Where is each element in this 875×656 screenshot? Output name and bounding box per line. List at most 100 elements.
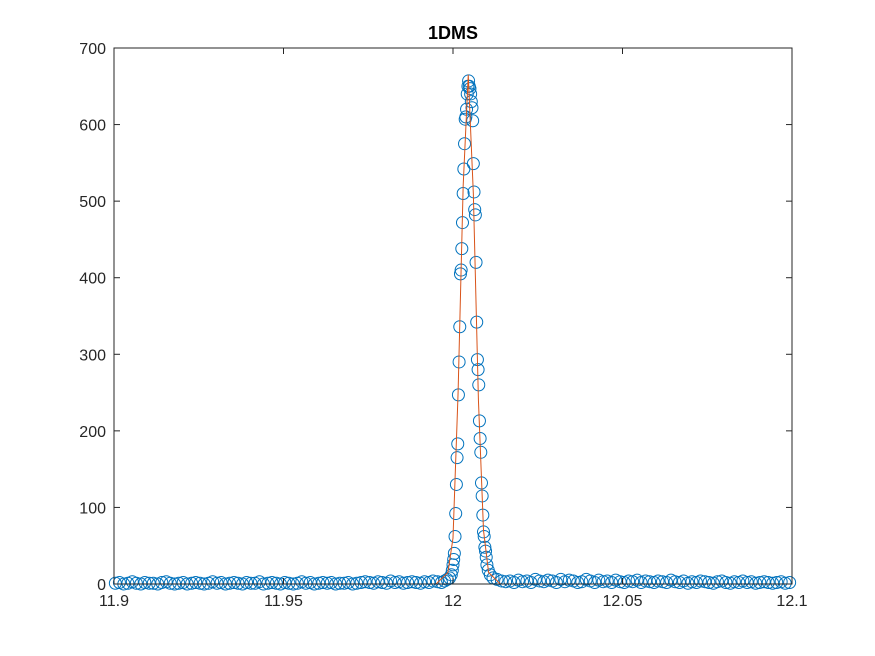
data-point [571, 575, 585, 589]
data-point [447, 553, 461, 566]
data-point [227, 575, 241, 589]
data-point [698, 575, 712, 589]
data-point [727, 575, 741, 589]
data-point [702, 575, 716, 589]
data-point [142, 576, 156, 590]
data-point [409, 575, 423, 589]
data-point [464, 87, 478, 101]
data-point [630, 573, 644, 587]
y-tick-label: 0 [97, 577, 106, 594]
data-point [337, 576, 351, 590]
x-axis: 11.9 11.95 12 12.05 12.1 [99, 48, 808, 610]
data-point [371, 575, 385, 589]
data-point [693, 574, 707, 588]
data-point [685, 575, 699, 589]
data-point [405, 575, 419, 589]
data-point [172, 576, 186, 590]
x-tick-label: 11.9 [99, 593, 129, 610]
data-point [189, 575, 203, 589]
data-point [483, 568, 497, 582]
data-point [463, 82, 477, 96]
data-point [244, 576, 258, 590]
data-point [354, 575, 368, 589]
data-point [710, 575, 724, 589]
data-point [472, 378, 486, 392]
data-point [477, 530, 491, 544]
data-point [418, 575, 432, 589]
data-point [397, 576, 411, 590]
y-axis: 0 100 200 300 400 500 600 700 [79, 41, 792, 594]
y-tick-label: 200 [79, 424, 106, 441]
data-point [261, 576, 275, 590]
data-point [468, 203, 482, 217]
data-point [185, 576, 199, 590]
data-point [783, 575, 797, 589]
y-tick-label: 600 [79, 118, 106, 135]
data-point [445, 563, 459, 577]
data-point [740, 575, 754, 589]
data-point [449, 507, 463, 521]
data-point [231, 576, 245, 590]
data-point [430, 575, 444, 589]
data-point [350, 576, 364, 590]
data-point [278, 575, 292, 589]
x-tick-label: 12.1 [776, 593, 807, 610]
data-point [719, 575, 733, 589]
data-point [316, 575, 330, 589]
data-point [223, 576, 237, 590]
data-point [605, 575, 619, 589]
data-point [299, 576, 313, 590]
x-tick-label: 11.95 [264, 593, 303, 610]
data-point [380, 576, 394, 590]
data-point [524, 575, 538, 589]
data-point [466, 114, 480, 128]
data-point [252, 575, 266, 589]
data-point [465, 101, 479, 115]
data-point [468, 208, 482, 222]
data-point [448, 530, 462, 544]
data-point [240, 575, 254, 589]
data-point [451, 437, 465, 451]
data-point [163, 576, 177, 590]
data-point [450, 451, 464, 465]
x-tick-label: 12 [444, 593, 462, 610]
data-point [282, 576, 296, 590]
y-tick-label: 300 [79, 347, 106, 364]
data-point [467, 185, 481, 199]
data-point [320, 576, 334, 590]
data-point [363, 575, 377, 589]
data-point [749, 576, 763, 590]
data-point [449, 477, 463, 491]
data-point [532, 574, 546, 588]
data-point [596, 575, 610, 589]
data-point [108, 576, 122, 590]
data-point [499, 575, 513, 589]
data-point [753, 575, 767, 589]
data-point [588, 575, 602, 589]
data-point [541, 573, 555, 587]
data-point [639, 574, 653, 588]
data-point [464, 95, 478, 109]
y-tick-label: 700 [79, 41, 106, 58]
data-point [770, 575, 784, 589]
data-point [778, 576, 792, 590]
data-point [761, 575, 775, 589]
data-point [138, 575, 152, 589]
data-point [388, 575, 402, 589]
data-point [516, 575, 529, 589]
data-point [469, 255, 483, 269]
data-point [757, 575, 771, 589]
data-point [358, 575, 372, 589]
data-point [333, 576, 347, 590]
data-point [494, 574, 508, 588]
x-tick-label: 12.05 [602, 593, 642, 610]
data-point [643, 575, 657, 589]
data-point [146, 576, 160, 590]
data-point [466, 157, 480, 171]
data-point [549, 575, 563, 589]
data-point [651, 574, 665, 588]
data-point [265, 575, 279, 589]
chart-title: 1DMS [428, 23, 478, 43]
